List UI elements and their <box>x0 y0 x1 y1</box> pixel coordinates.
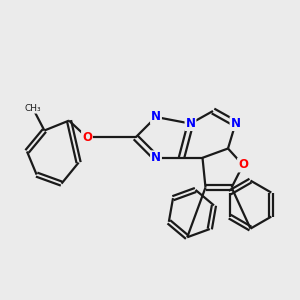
Text: N: N <box>185 117 196 130</box>
Text: O: O <box>238 158 248 172</box>
Text: N: N <box>151 110 161 124</box>
Text: N: N <box>151 151 161 164</box>
Text: O: O <box>82 131 92 144</box>
Text: CH₃: CH₃ <box>25 104 41 113</box>
Text: N: N <box>230 117 241 130</box>
